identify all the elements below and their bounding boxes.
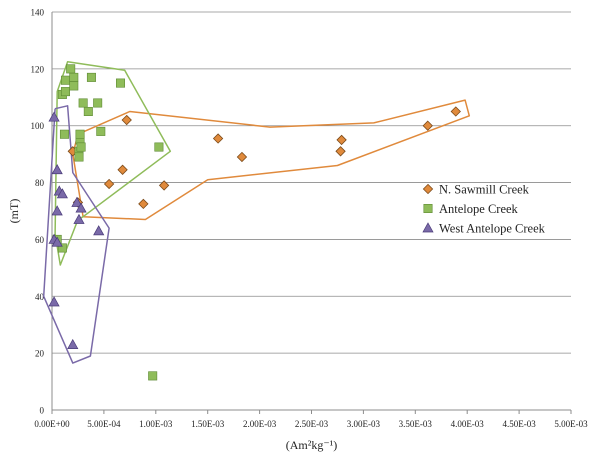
antelope-creek-point [86, 72, 96, 82]
y-tick-label: 100 [31, 121, 45, 131]
n-sawmill-creek-point [121, 114, 132, 126]
antelope-creek-point [60, 87, 70, 97]
antelope-creek-point [93, 98, 103, 108]
y-tick-label: 40 [35, 292, 45, 302]
n-sawmill-creek-point [336, 134, 347, 146]
x-axis-title: (Am²kg⁻¹) [286, 438, 338, 452]
antelope-creek-point [66, 64, 76, 74]
antelope-creek-point [75, 129, 85, 139]
x-tick-label: 3.00E-03 [347, 419, 381, 429]
y-axis-title: (mT) [7, 199, 21, 224]
n-sawmill-creek-point [335, 146, 346, 157]
legend-item-antelope-creek: Antelope Creek [423, 202, 519, 216]
legend-marker [422, 222, 434, 233]
antelope-creek-point [57, 243, 67, 253]
antelope-creek-point [148, 371, 158, 381]
x-tick-label: 5.00E-03 [554, 419, 588, 429]
y-tick-label: 140 [31, 8, 45, 18]
x-tick-label: 2.00E-03 [243, 419, 277, 429]
n-sawmill-creek-point [450, 106, 461, 117]
y-tick-labels: 0 20 40 60 80 100 120 140 [31, 8, 45, 416]
west-antelope-creek-point [71, 196, 83, 207]
n-sawmill-creek-point [158, 180, 170, 191]
y-tick-label: 60 [35, 235, 45, 245]
legend-label: Antelope Creek [439, 202, 519, 216]
legend-marker [423, 204, 433, 214]
west-antelope-creek-point [51, 236, 63, 247]
n-sawmill-creek-points [67, 106, 461, 210]
y-tick-label: 120 [31, 64, 45, 74]
antelope-creek-points [52, 64, 164, 381]
west-antelope-creek-outline [42, 105, 110, 364]
n-sawmill-creek-point [117, 164, 128, 175]
n-sawmill-creek-point [236, 151, 248, 163]
x-tick-label: 0.00E+00 [34, 419, 70, 429]
west-antelope-creek-point [75, 202, 87, 213]
series-points [48, 64, 461, 381]
x-tick-label: 4.50E-03 [502, 419, 536, 429]
legend-label: West Antelope Creek [439, 222, 546, 236]
antelope-creek-point [69, 72, 79, 82]
antelope-creek-point [154, 142, 164, 152]
legend-label: N. Sawmill Creek [439, 183, 530, 197]
legend-marker [422, 183, 434, 195]
x-tick-label: 4.00E-03 [451, 419, 485, 429]
series-outlines [42, 61, 471, 364]
x-tick-label: 3.50E-03 [399, 419, 433, 429]
antelope-creek-point [76, 142, 86, 152]
antelope-creek-point [74, 152, 84, 162]
x-tick-label: 5.00E-04 [87, 419, 121, 429]
axes [51, 12, 572, 414]
x-tick-label: 1.50E-03 [191, 419, 225, 429]
x-tick-labels: 0.00E+00 5.00E-04 1.00E-03 1.50E-03 2.00E-03… [34, 419, 588, 429]
west-antelope-creek-point [93, 225, 105, 236]
legend: N. Sawmill Creek Antelope Creek West Antel… [422, 183, 546, 236]
antelope-creek-point [96, 126, 106, 136]
legend-item-n-sawmill-creek: N. Sawmill Creek [422, 183, 530, 197]
x-tick-label: 1.00E-03 [139, 419, 173, 429]
antelope-creek-point [116, 78, 126, 88]
n-sawmill-creek-point [212, 133, 224, 144]
west-antelope-creek-point [48, 111, 60, 122]
antelope-creek-point [69, 81, 79, 91]
antelope-creek-point [78, 98, 88, 108]
west-antelope-creek-point [56, 188, 68, 199]
n-sawmill-creek-outline [72, 99, 471, 221]
antelope-creek-point [59, 129, 69, 139]
y-tick-label: 20 [35, 349, 45, 359]
west-antelope-creek-point [51, 205, 63, 216]
legend-item-west-antelope-creek: West Antelope Creek [422, 222, 546, 236]
x-tick-label: 2.50E-03 [295, 419, 329, 429]
n-sawmill-creek-point [422, 120, 433, 131]
antelope-creek-point [60, 75, 70, 85]
west-antelope-creek-points [48, 111, 105, 349]
y-tick-label: 0 [40, 406, 45, 416]
y-tick-label: 80 [35, 178, 45, 188]
west-antelope-creek-point [73, 213, 85, 224]
n-sawmill-creek-point [138, 198, 149, 210]
antelope-creek-point [83, 107, 93, 117]
west-antelope-creek-point [48, 296, 60, 307]
n-sawmill-creek-point [103, 178, 115, 190]
west-antelope-creek-point [51, 164, 63, 175]
west-antelope-creek-point [67, 338, 79, 349]
